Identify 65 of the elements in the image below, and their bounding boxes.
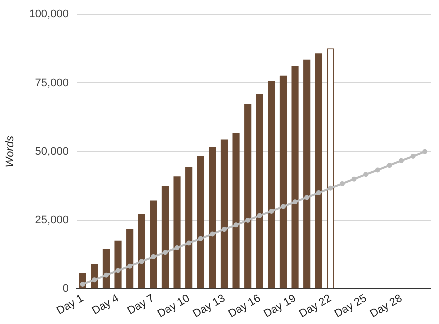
point: [387, 163, 392, 168]
point: [280, 204, 286, 210]
bar: [126, 229, 134, 289]
point: [139, 259, 144, 264]
bar: [292, 66, 299, 289]
bar: [150, 200, 158, 289]
point: [210, 232, 216, 237]
point: [104, 272, 109, 278]
x-tick-label: Day 22: [298, 292, 334, 321]
bar: [174, 176, 181, 289]
point: [304, 195, 310, 200]
x-tick-label: Day 7: [126, 292, 157, 318]
x-tick-label: Day 4: [90, 292, 122, 318]
bar: [209, 147, 216, 289]
bar: [256, 94, 264, 289]
x-tick-label: Day 1: [54, 292, 86, 318]
x-tick-label: Day 10: [156, 292, 192, 321]
bar: [197, 156, 204, 289]
point: [246, 218, 251, 224]
bar: [315, 54, 322, 289]
y-axis-title: Words: [4, 135, 17, 168]
point: [422, 149, 428, 154]
point: [222, 227, 227, 232]
point: [316, 190, 322, 196]
bar: [162, 186, 170, 289]
point: [128, 264, 133, 269]
bar: [102, 249, 110, 289]
bar: [114, 240, 122, 289]
x-tick-label: Day 19: [262, 292, 298, 321]
bar: [280, 76, 288, 289]
point: [116, 268, 121, 274]
point: [398, 158, 404, 164]
bar: [244, 104, 252, 289]
point: [174, 245, 180, 250]
y-tick-label: 75,000: [35, 77, 69, 90]
x-tick-label: Day 13: [191, 292, 228, 321]
bar: [138, 214, 146, 289]
point: [234, 222, 239, 228]
point: [162, 250, 168, 256]
point: [352, 176, 357, 182]
point: [364, 172, 369, 178]
point: [410, 154, 416, 160]
point: [151, 254, 156, 260]
x-tick-label: Day 16: [226, 292, 263, 321]
bar: [186, 167, 193, 289]
y-tick-label: 50,000: [35, 146, 69, 158]
point: [186, 240, 192, 246]
x-tick-label: Day 25: [332, 292, 370, 321]
point: [292, 200, 298, 205]
point: [80, 282, 86, 287]
point: [340, 181, 345, 186]
bar: [304, 60, 311, 289]
point: [375, 168, 380, 173]
bar: [220, 140, 228, 289]
x-tick-label: Day 28: [368, 292, 405, 321]
bar: [268, 81, 276, 289]
point: [269, 208, 274, 214]
point: [257, 213, 262, 218]
point: [328, 186, 334, 191]
y-tick-label: 0: [62, 283, 69, 296]
y-tick-label: 100,000: [29, 8, 69, 21]
point: [198, 236, 204, 242]
y-tick-label: 25,000: [35, 214, 69, 227]
point: [92, 278, 98, 283]
bar: [232, 133, 240, 289]
